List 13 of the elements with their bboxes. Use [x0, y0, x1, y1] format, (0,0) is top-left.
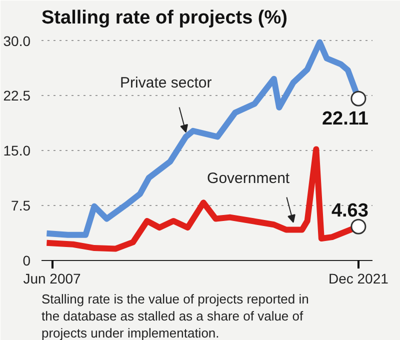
data-label: 4.63	[331, 200, 368, 222]
x-tick-label: Jun 2007	[23, 270, 82, 286]
y-tick-label: 22.5	[3, 88, 31, 104]
x-tick-label: Dec 2021	[328, 270, 389, 286]
annotation: Private sector	[120, 74, 212, 92]
chart-title: Stalling rate of projects (%)	[42, 8, 288, 28]
y-tick-label: 30.0	[3, 32, 31, 49]
annotation: Government	[207, 170, 290, 187]
y-tick-label: 0	[22, 252, 31, 268]
y-tick-label: 7.5	[11, 198, 31, 214]
data-label: 22.11	[322, 108, 369, 130]
text: Stalling rate is the value of projects reported in the database as stalled as a share of value of projects under implementation.	[42, 292, 309, 340]
y-tick-label: 15.0	[3, 142, 31, 159]
